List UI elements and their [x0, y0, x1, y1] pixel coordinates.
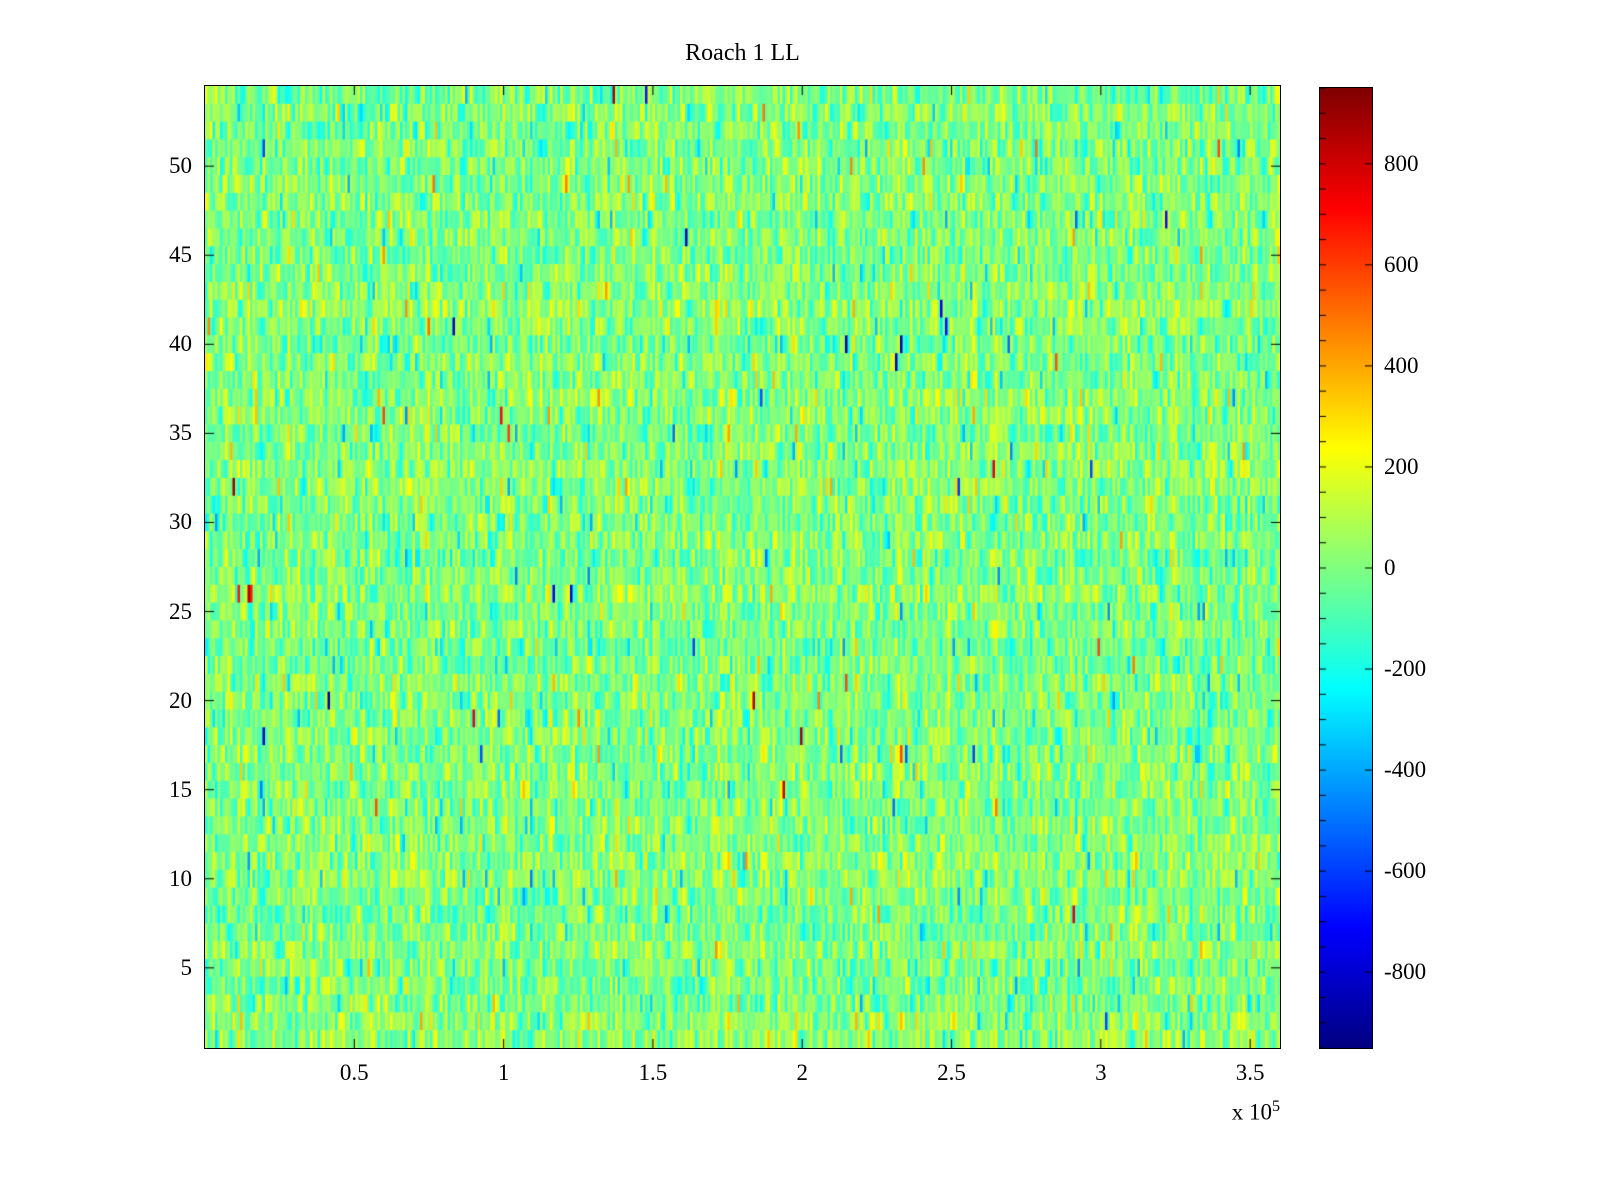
colorbar-tick-label: -400 — [1384, 757, 1427, 783]
y-tick-label: 5 — [180, 954, 193, 980]
x-tick-label: 2.5 — [937, 1060, 966, 1085]
x-axis-scale-label: x 105 — [1190, 1098, 1280, 1126]
x-axis-scale-prefix: x 10 — [1231, 1099, 1272, 1125]
colorbar-tick-label: -800 — [1384, 959, 1427, 985]
x-tick-label: 0.5 — [339, 1060, 369, 1085]
y-tick-label: 30 — [169, 509, 192, 535]
colorbar-tick-label: -600 — [1384, 858, 1427, 884]
chart-title: Roach 1 LL — [685, 40, 800, 66]
y-tick-label: 40 — [169, 331, 192, 357]
y-tick-label: 20 — [169, 687, 192, 713]
heatmap-canvas — [204, 85, 1281, 1049]
colorbar-tick-label: 600 — [1384, 251, 1419, 277]
colorbar-tick-label: -200 — [1384, 656, 1427, 682]
colorbar-tick-label: 200 — [1384, 453, 1419, 479]
x-tick-label: 2 — [796, 1060, 808, 1085]
colorbar-tick-label: 800 — [1384, 150, 1419, 176]
x-tick-label: 3.5 — [1235, 1060, 1265, 1085]
x-tick-label: 1.5 — [638, 1060, 668, 1085]
y-tick-label: 35 — [169, 420, 192, 446]
y-tick-label: 10 — [169, 865, 192, 891]
x-tick-label: 1 — [497, 1060, 510, 1085]
y-tick-label: 45 — [169, 242, 192, 268]
x-axis-scale-exponent: 5 — [1271, 1098, 1280, 1115]
colorbar-tick-label: 400 — [1384, 352, 1419, 378]
x-tick-label: 3 — [1095, 1060, 1107, 1085]
y-tick-label: 25 — [169, 598, 192, 624]
colorbar — [1319, 87, 1373, 1049]
colorbar-tick-label: 0 — [1384, 555, 1396, 580]
y-tick-label: 50 — [169, 153, 192, 179]
y-tick-label: 15 — [169, 776, 192, 802]
